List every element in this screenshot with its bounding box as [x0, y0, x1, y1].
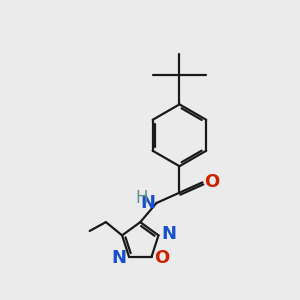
- Text: H: H: [136, 189, 148, 207]
- Text: N: N: [162, 225, 177, 243]
- Text: N: N: [141, 194, 156, 212]
- Text: N: N: [111, 249, 126, 267]
- Text: O: O: [205, 173, 220, 191]
- Text: O: O: [154, 249, 170, 267]
